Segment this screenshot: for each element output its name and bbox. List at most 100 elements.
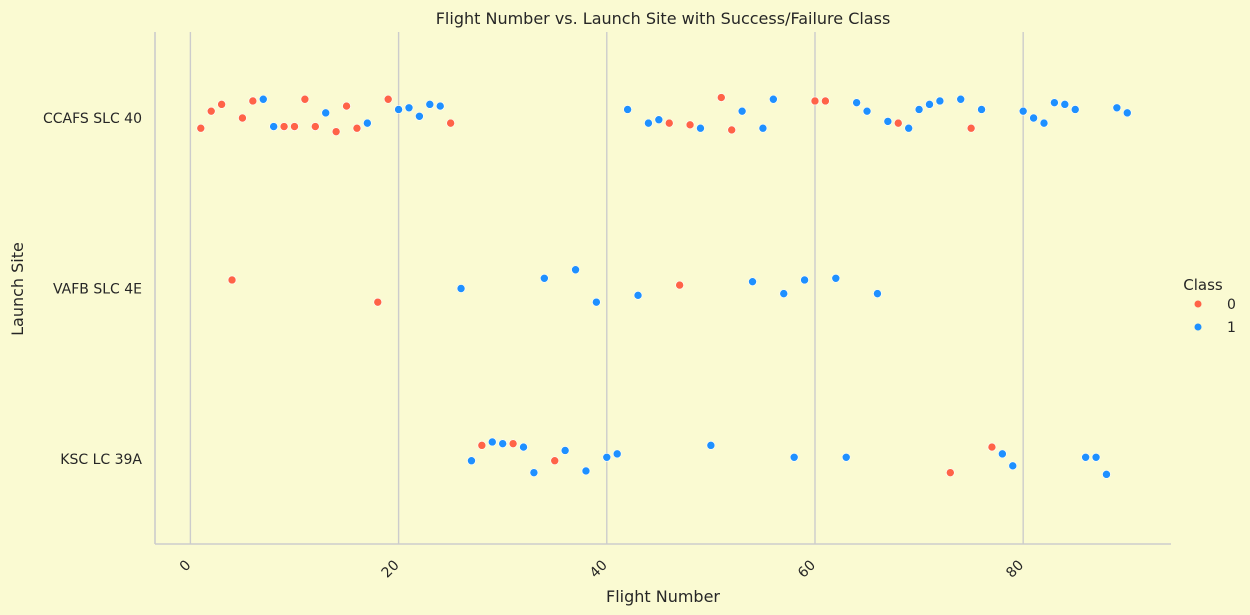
data-point	[644, 118, 653, 128]
data-point	[311, 122, 320, 131]
data-point	[654, 115, 664, 125]
legend-marker	[1194, 300, 1202, 308]
data-point	[248, 96, 258, 106]
x-axis-label: Flight Number	[606, 587, 720, 606]
y-axis-label: Launch Site	[8, 242, 27, 336]
data-point	[425, 100, 435, 109]
data-point	[404, 103, 414, 113]
data-point	[789, 452, 799, 462]
gridlines	[189, 32, 1024, 544]
data-point	[769, 94, 778, 104]
data-point	[914, 105, 924, 114]
data-point	[217, 100, 226, 109]
data-point	[779, 289, 789, 298]
x-tick-label: 60	[795, 557, 819, 581]
data-point	[862, 106, 872, 116]
data-point	[966, 123, 976, 133]
data-point	[883, 117, 893, 126]
data-point	[1029, 113, 1038, 123]
data-point	[956, 94, 966, 104]
data-point	[519, 442, 528, 452]
x-tick-labels: 0 20 40 60 80	[177, 557, 1027, 581]
data-point	[415, 111, 424, 121]
data-point	[238, 113, 247, 123]
data-point	[633, 291, 643, 300]
data-point	[196, 123, 206, 133]
legend-title: Class	[1183, 276, 1223, 294]
y-tick-label: CCAFS SLC 40	[43, 111, 142, 127]
data-point	[363, 118, 372, 128]
x-tick-label: 40	[587, 557, 611, 581]
legend-label: 0	[1227, 297, 1236, 313]
data-point	[352, 123, 362, 133]
data-point	[394, 105, 403, 114]
data-point	[831, 273, 841, 283]
data-point	[446, 118, 455, 128]
data-point	[664, 118, 674, 128]
data-point	[498, 439, 507, 448]
data-point	[290, 122, 299, 131]
data-point	[477, 441, 487, 450]
data-point	[540, 273, 549, 283]
legend: Class 0 1	[1183, 276, 1236, 336]
data-point	[612, 449, 622, 459]
data-point	[1112, 103, 1122, 113]
data-point	[998, 449, 1007, 459]
data-point	[1060, 100, 1070, 109]
data-point	[852, 98, 861, 107]
data-point	[716, 93, 726, 102]
data-point	[821, 96, 830, 106]
y-tick-label: KSC LC 39A	[60, 452, 142, 468]
scatter-points	[196, 93, 1132, 479]
data-point	[602, 452, 612, 462]
data-point	[946, 468, 955, 477]
data-point	[258, 94, 268, 104]
data-point	[1091, 452, 1101, 462]
data-point	[904, 123, 913, 133]
data-point	[529, 468, 539, 477]
data-point	[1070, 105, 1080, 114]
data-point	[810, 96, 820, 106]
x-tick-label: 20	[379, 557, 403, 581]
data-point	[1122, 108, 1132, 118]
data-point	[321, 108, 331, 118]
data-point	[279, 122, 289, 131]
data-point	[706, 441, 716, 450]
data-point	[456, 284, 466, 293]
data-point	[206, 106, 216, 116]
x-tick-label: 80	[1003, 557, 1027, 581]
data-point	[696, 123, 705, 133]
data-point	[893, 118, 903, 128]
data-point	[1102, 470, 1111, 479]
data-point	[592, 297, 601, 307]
data-point	[331, 127, 341, 136]
data-point	[977, 105, 986, 114]
data-point	[685, 120, 695, 130]
data-point	[748, 277, 757, 286]
data-point	[373, 297, 383, 307]
y-tick-labels: CCAFS SLC 40 VAFB SLC 4E KSC LC 39A	[43, 111, 142, 468]
data-point	[227, 275, 237, 285]
data-point	[467, 456, 476, 466]
data-point	[550, 456, 560, 466]
data-point	[1018, 106, 1028, 116]
data-point	[987, 442, 997, 452]
data-point	[1081, 452, 1090, 462]
data-point	[383, 94, 393, 104]
data-point	[571, 265, 580, 275]
data-point	[1050, 98, 1059, 107]
data-point	[1039, 118, 1049, 128]
data-point	[623, 105, 632, 114]
data-point	[300, 94, 310, 104]
data-point	[758, 123, 768, 133]
data-point	[800, 275, 809, 285]
data-point	[560, 446, 570, 455]
x-tick-label: 0	[177, 557, 195, 575]
data-point	[342, 101, 351, 111]
data-point	[435, 101, 445, 111]
data-point	[925, 100, 934, 109]
legend-marker	[1194, 323, 1202, 331]
data-point	[487, 437, 497, 447]
chart-title: Flight Number vs. Launch Site with Succe…	[436, 9, 891, 28]
